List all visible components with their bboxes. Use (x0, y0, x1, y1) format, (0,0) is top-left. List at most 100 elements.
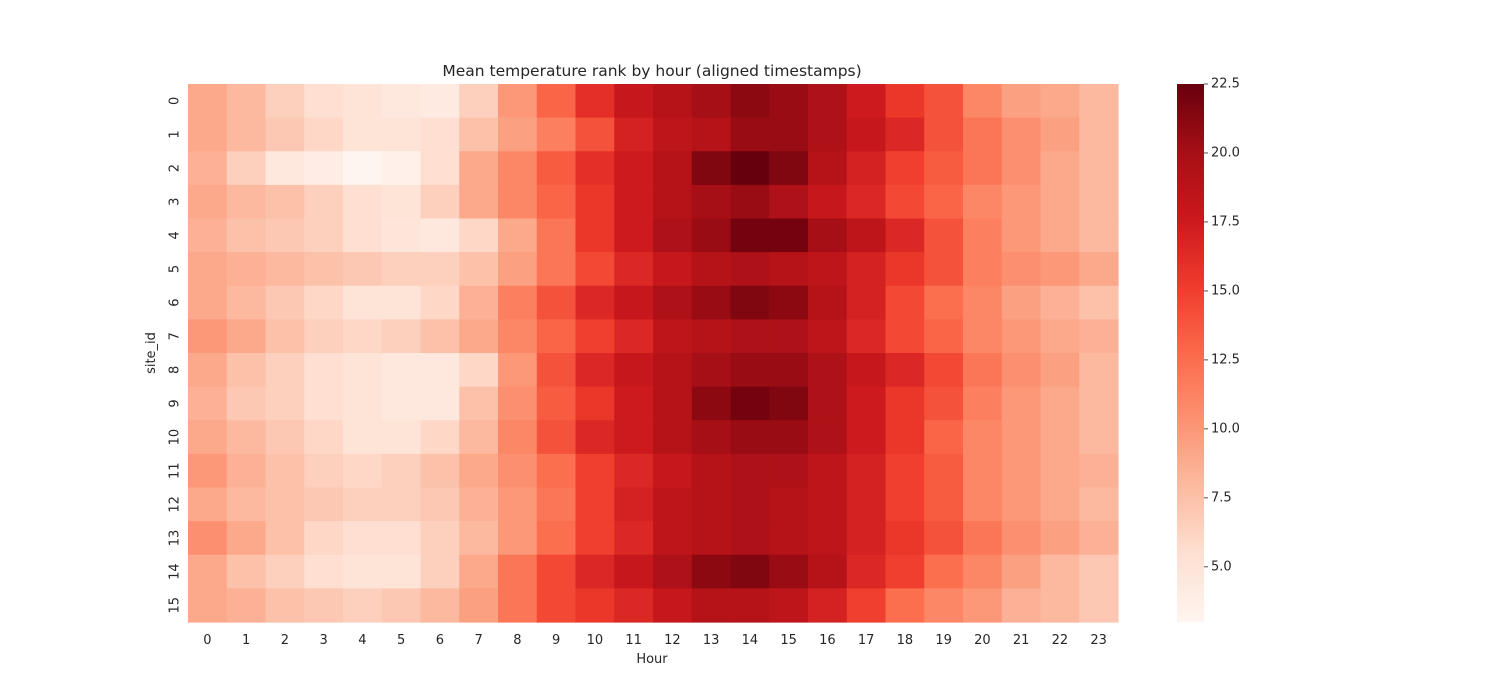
heatmap-cell (691, 487, 732, 522)
heatmap-cell (1079, 151, 1119, 186)
heatmap-cell (653, 252, 693, 287)
x-tick-label: 19 (935, 633, 952, 648)
heatmap-cell (536, 319, 577, 354)
heatmap-cell (420, 453, 460, 489)
heatmap-cell (265, 285, 305, 320)
heatmap-cell (1040, 453, 1080, 489)
heatmap-cell (459, 151, 499, 186)
heatmap-cell (188, 353, 228, 388)
heatmap-cell (304, 588, 344, 623)
heatmap-cell (808, 453, 848, 489)
heatmap-cell (459, 252, 499, 287)
heatmap-cell (924, 117, 964, 152)
heatmap-cell (769, 84, 809, 119)
colorbar-tick-label: 20.0 (1211, 145, 1240, 160)
heatmap-cell (730, 386, 770, 421)
heatmap-cell (730, 151, 770, 186)
heatmap-cell (963, 285, 1003, 320)
heatmap-cell (885, 84, 925, 119)
heatmap-cell (265, 319, 305, 354)
heatmap-cell (769, 285, 809, 320)
heatmap-cell (1001, 117, 1042, 152)
heatmap-cell (614, 218, 654, 253)
x-axis-label: Hour (636, 652, 668, 667)
heatmap-cell (885, 252, 925, 287)
heatmap-cell (924, 554, 964, 589)
heatmap-cell (420, 420, 460, 455)
heatmap-cell (498, 453, 538, 489)
heatmap-cell (1040, 554, 1080, 589)
heatmap-cell (420, 554, 460, 589)
heatmap-cell (536, 521, 577, 556)
heatmap-cell (226, 588, 267, 623)
heatmap-cell (614, 184, 654, 220)
heatmap-cell (575, 252, 615, 287)
heatmap-cell (846, 151, 887, 186)
heatmap-cell (614, 319, 654, 354)
heatmap-cell (614, 151, 654, 186)
heatmap-cell (769, 353, 809, 388)
heatmap-cell (885, 420, 925, 455)
heatmap-cell (963, 554, 1003, 589)
heatmap-cell (730, 487, 770, 522)
heatmap-cell (846, 252, 887, 287)
x-tick-label: 13 (703, 633, 720, 648)
heatmap-cell (963, 151, 1003, 186)
heatmap-cell (653, 554, 693, 589)
colorbar-ticks: 5.0 7.5 10.0 12.5 15.0 17.5 20.0 22.5 (1204, 77, 1240, 574)
heatmap-cell (614, 554, 654, 589)
x-tick-label: 16 (819, 633, 836, 648)
heatmap-cell (924, 487, 964, 522)
heatmap-cell (653, 151, 693, 186)
heatmap-cell (498, 588, 538, 623)
heatmap-cell (381, 218, 422, 253)
y-tick-label: 0 (168, 97, 183, 105)
heatmap-cell (420, 184, 460, 220)
heatmap-cell (769, 554, 809, 589)
heatmap-cell (614, 420, 654, 455)
heatmap-cell (536, 117, 577, 152)
heatmap-cell (1001, 386, 1042, 421)
heatmap-cell (536, 487, 577, 522)
heatmap-cell (575, 117, 615, 152)
colorbar-tick-label: 17.5 (1211, 214, 1240, 229)
heatmap-cell (963, 353, 1003, 388)
heatmap-cell (459, 521, 499, 556)
heatmap-cell (343, 420, 383, 455)
heatmap-cell (498, 319, 538, 354)
heatmap-cell (963, 184, 1003, 220)
heatmap-cell (343, 218, 383, 253)
x-tick-label: 22 (1052, 633, 1069, 648)
heatmap-cell (498, 554, 538, 589)
heatmap-cell (536, 353, 577, 388)
y-tick-label: 7 (168, 332, 183, 340)
heatmap-cell (653, 588, 693, 623)
heatmap-cell (808, 184, 848, 220)
y-tick-label: 14 (168, 563, 183, 580)
colorbar-tick-label: 7.5 (1211, 490, 1232, 505)
x-tick-label: 0 (203, 633, 211, 648)
heatmap-cell (963, 218, 1003, 253)
heatmap-cell (381, 117, 422, 152)
heatmap-cell (924, 453, 964, 489)
heatmap-cell (188, 487, 228, 522)
heatmap-cell (653, 285, 693, 320)
heatmap-cell (1040, 487, 1080, 522)
heatmap-cell (420, 487, 460, 522)
heatmap-cell (188, 117, 228, 152)
heatmap-cell (614, 353, 654, 388)
heatmap-cell (924, 521, 964, 556)
heatmap-cell (265, 184, 305, 220)
heatmap-cell (1001, 285, 1042, 320)
heatmap-cell (536, 420, 577, 455)
heatmap-cell (924, 285, 964, 320)
x-tick-label: 15 (780, 633, 797, 648)
heatmap-cell (730, 218, 770, 253)
heatmap-cell (498, 151, 538, 186)
x-tick-label: 10 (587, 633, 604, 648)
heatmap-cell (498, 353, 538, 388)
heatmap-cell (226, 554, 267, 589)
heatmap-cell (226, 117, 267, 152)
heatmap-cell (769, 386, 809, 421)
